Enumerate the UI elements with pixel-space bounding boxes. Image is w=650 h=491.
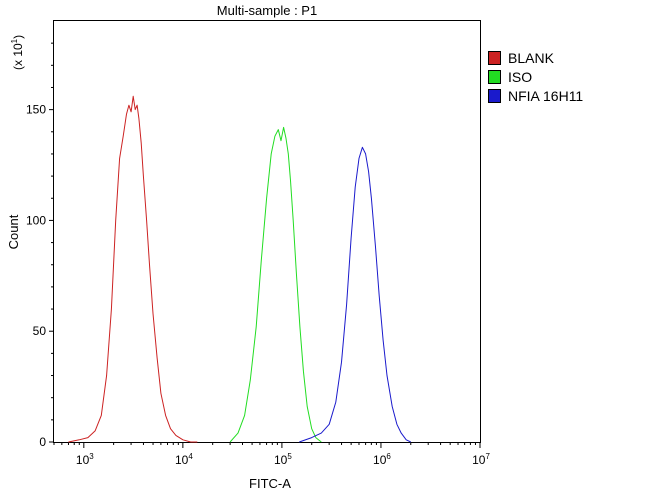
y-tick-label: 0 <box>39 435 46 449</box>
legend-swatch <box>488 70 501 84</box>
y-tick-label: 50 <box>33 324 47 338</box>
series-line-nfia-16h11 <box>299 146 412 443</box>
y-axis-ticks: 0 50 100 150 <box>26 42 54 449</box>
x-tick-label: 107 <box>472 452 490 467</box>
x-axis-title: FITC-A <box>249 476 291 491</box>
chart-title: Multi-sample : P1 <box>217 3 317 18</box>
legend-swatch <box>488 51 501 65</box>
y-multiplier-label: (x 101) <box>10 35 25 70</box>
y-axis-title: Count <box>6 214 21 249</box>
legend-swatch <box>488 89 501 103</box>
x-tick-label: 105 <box>274 452 292 467</box>
x-tick-label: 103 <box>76 452 94 467</box>
plot-frame <box>53 20 481 443</box>
series-line-blank <box>68 95 198 443</box>
legend: BLANK ISO NFIA 16H11 <box>488 50 583 104</box>
legend-label: ISO <box>508 69 532 85</box>
legend-label: NFIA 16H11 <box>508 88 583 104</box>
y-tick-label: 100 <box>26 213 46 227</box>
series-line-iso <box>229 126 322 443</box>
x-axis-ticks: 103 104 105 106 107 <box>53 442 490 467</box>
legend-label: BLANK <box>508 50 555 66</box>
y-tick-label: 150 <box>26 103 46 117</box>
x-tick-label: 106 <box>373 452 391 467</box>
x-tick-label: 104 <box>175 452 193 467</box>
series-layer <box>68 95 412 443</box>
